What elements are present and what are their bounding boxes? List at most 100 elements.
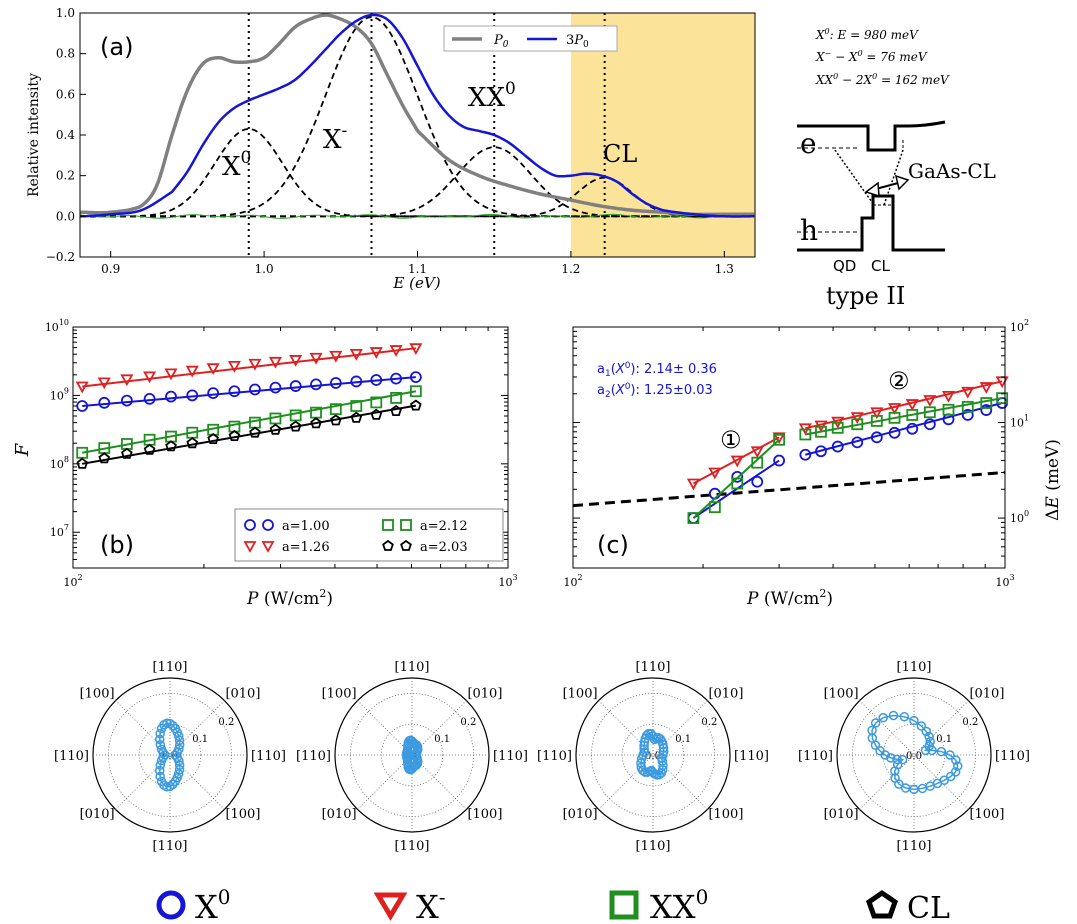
y-tick-label-a: 0.4 (56, 128, 75, 142)
panel-label-c: (c) (597, 531, 629, 559)
polar-direction-label: [110] (537, 749, 572, 764)
legend-b: a=1.00 a=1.26 a=2.12 a=2.03 (234, 508, 504, 562)
fit-text-1: a1(X0): 2.14± 0.36 (597, 361, 717, 379)
data-point-b-3 (76, 457, 89, 469)
data-point-c-0 (942, 413, 955, 426)
data-point-b-2 (269, 412, 282, 425)
bottom-legend-label-xx0: XX0 (650, 885, 708, 924)
data-point-c-2 (961, 400, 974, 413)
data-point-c-2 (942, 403, 955, 416)
data-point-c-0 (906, 422, 919, 435)
legend-label-b: a=1.26 (282, 540, 330, 555)
y-ticks-a: −0.2 0.0 0.2 0.4 0.6 0.8 1.0 (46, 6, 86, 264)
polar-r-tick: 0.2 (460, 717, 476, 728)
x-axis-label-a: E (eV) (392, 274, 440, 292)
panel-c-loglog: 102 103 100 101 102 (c) P (W/cm2) ΔE (meV) a… (563, 318, 1063, 609)
peak-label-xm: X- (323, 121, 347, 155)
data-point-b-0 (329, 377, 342, 389)
polar-data-point (155, 728, 165, 739)
data-point-b-0 (310, 378, 322, 391)
region-mark-2: ② (888, 367, 910, 395)
info-line-3: XX0 − 2X0 = 162 meV (815, 72, 950, 87)
legend-label-b: a=1.00 (282, 519, 330, 534)
bottom-legend-marker-xm (373, 892, 408, 921)
data-point-c-2 (708, 501, 721, 514)
plot-frame-b (72, 326, 509, 569)
data-point-c-1 (888, 403, 902, 415)
polar-r-tick: 0.0 (162, 751, 178, 762)
fit-text-2: a2(X0): 1.25±0.03 (597, 382, 713, 400)
x-ticks-a: 0.9 1.0 1.1 1.2 1.3 (101, 251, 734, 276)
band-label-type: type II (826, 282, 905, 310)
data-point-c-0 (773, 454, 786, 467)
data-point-b-3 (269, 423, 282, 435)
polar-data-point (945, 750, 955, 760)
data-point-b-0 (165, 390, 177, 403)
polar-direction-label: [010] (225, 686, 260, 701)
data-point-b-1 (329, 350, 343, 363)
polar-data-point (888, 710, 899, 721)
data-point-b-3 (143, 443, 156, 455)
data-point-c-2 (731, 477, 744, 490)
data-point-b-1 (369, 347, 383, 359)
polar-data-point (892, 754, 902, 765)
data-point-b-1 (349, 348, 363, 361)
x-tick-label-a: 1.2 (561, 262, 580, 276)
polar-data-point (651, 733, 662, 743)
peak-label-xx0: XX0 (468, 79, 516, 113)
band-label-h: h (800, 214, 818, 247)
polar-data-point (658, 743, 669, 753)
bottom-legend-label-x0: X0 (195, 885, 231, 924)
fit-line-c1-1 (692, 436, 780, 485)
x-tick-label-a: 1.3 (715, 262, 734, 276)
data-point-b-3 (310, 417, 322, 429)
data-point-c-1 (941, 390, 956, 403)
y-axis-label-a: Relative intensity (26, 73, 42, 197)
panel-label-a: (a) (100, 33, 133, 61)
polar-data-point (639, 737, 650, 747)
polar-grid-ring (621, 723, 685, 787)
legend-label-b: a=2.12 (420, 519, 468, 534)
data-point-c-1 (979, 382, 993, 394)
polar-plots: [110] [010] [110] [100] [110] [010] [110] [100]… (54, 660, 1030, 854)
data-point-b-3 (228, 429, 241, 441)
y-tick-label-a: 1.0 (56, 6, 75, 20)
data-point-b-0 (269, 381, 282, 394)
panel-b-series (75, 343, 423, 469)
data-point-c-1 (686, 478, 700, 491)
polar-direction-label: [110] (734, 749, 769, 764)
polar-data-point (945, 771, 956, 782)
polar-data-point (870, 740, 881, 750)
polar-data-point (952, 761, 963, 771)
x-tick-label-b: 103 (498, 573, 517, 589)
x-tick-label-a: 0.9 (101, 262, 120, 276)
data-point-c-0 (923, 418, 936, 431)
legend-marker-b (262, 519, 274, 531)
data-point-b-2 (390, 391, 402, 404)
data-point-b-1 (268, 356, 282, 369)
data-point-b-3 (390, 404, 402, 416)
series-line-3p0 (80, 13, 755, 218)
data-point-c-0 (870, 431, 883, 444)
polar-data-point (951, 755, 961, 765)
polar-direction-label: [100] (322, 686, 357, 701)
data-point-c-0 (799, 448, 812, 461)
data-point-b-0 (370, 374, 383, 386)
polar-direction-label: [100] (467, 807, 502, 822)
polar-grid-ring (380, 723, 444, 787)
polar-data-point (174, 735, 185, 746)
fit-line-c2-1 (805, 380, 1003, 430)
polar-data-point (921, 726, 931, 737)
y-tick-label-b: 1010 (45, 318, 69, 334)
data-point-c-2 (923, 406, 936, 419)
y-tick-label-a: −0.2 (46, 250, 75, 264)
data-point-c-1 (961, 386, 975, 399)
polar-direction-label: [110] (798, 749, 833, 764)
polar-r-tick: 0.1 (434, 734, 450, 745)
x-tick-label-a: 1.1 (408, 262, 427, 276)
data-point-b-3 (98, 452, 111, 464)
polar-direction-label: [110] (995, 749, 1030, 764)
polar-data-point (408, 737, 418, 748)
polar-data-point (155, 740, 166, 750)
